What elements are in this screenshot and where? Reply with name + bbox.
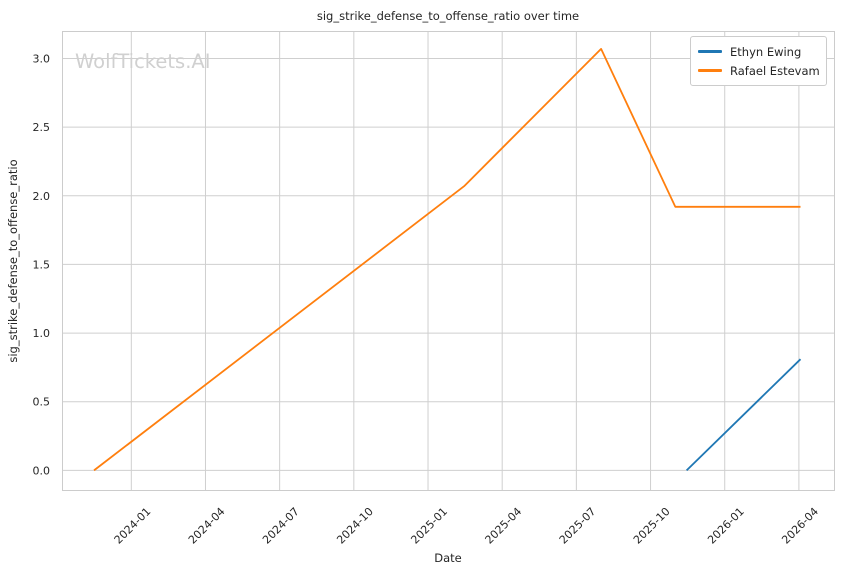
y-tick-label: 1.5: [33, 258, 51, 271]
legend-label: Ethyn Ewing: [730, 44, 802, 59]
legend-label: Rafael Estevam: [730, 63, 820, 78]
legend: Ethyn Ewing Rafael Estevam: [690, 36, 827, 86]
series-line-ethyn-ewing: [685, 358, 802, 472]
y-tick-label: 2.5: [33, 121, 51, 134]
legend-item-rafael-estevam: Rafael Estevam: [698, 61, 820, 80]
x-tick-label: 2024-07: [260, 505, 302, 547]
x-tick-label: 2024-04: [186, 505, 228, 547]
x-tick-label: 2025-04: [483, 505, 525, 547]
legend-item-ethyn-ewing: Ethyn Ewing: [698, 42, 818, 61]
x-tick-label: 2025-07: [557, 505, 599, 547]
x-tick-label: 2024-10: [334, 505, 376, 547]
x-tick-label: 2025-01: [408, 505, 450, 547]
tick-labels-layer: 2024-01 2024-04 2024-07 2024-10 2025-01 2025-…: [33, 52, 822, 546]
series-layer: [93, 48, 802, 472]
y-axis-label: sig_strike_defense_to_offense_ratio: [6, 159, 20, 362]
y-tick-label: 2.0: [33, 190, 51, 203]
watermark: WolfTickets.AI: [75, 50, 211, 73]
y-tick-label: 0.5: [33, 396, 51, 409]
y-tick-label: 1.0: [33, 327, 51, 340]
y-tick-label: 0.0: [33, 464, 51, 477]
legend-line-swatch: [698, 50, 722, 53]
y-tick-label: 3.0: [33, 52, 51, 65]
grid-layer: [62, 31, 835, 491]
x-tick-label: 2024-01: [112, 505, 154, 547]
x-tick-label: 2025-10: [631, 505, 673, 547]
x-axis-label: Date: [434, 551, 462, 565]
chart-title: sig_strike_defense_to_offense_ratio over…: [317, 9, 579, 23]
legend-line-swatch: [698, 69, 722, 72]
x-tick-label: 2026-01: [705, 505, 747, 547]
x-tick-label: 2026-04: [779, 505, 821, 547]
series-line-rafael-estevam: [93, 48, 801, 472]
plot-border: [62, 31, 835, 491]
